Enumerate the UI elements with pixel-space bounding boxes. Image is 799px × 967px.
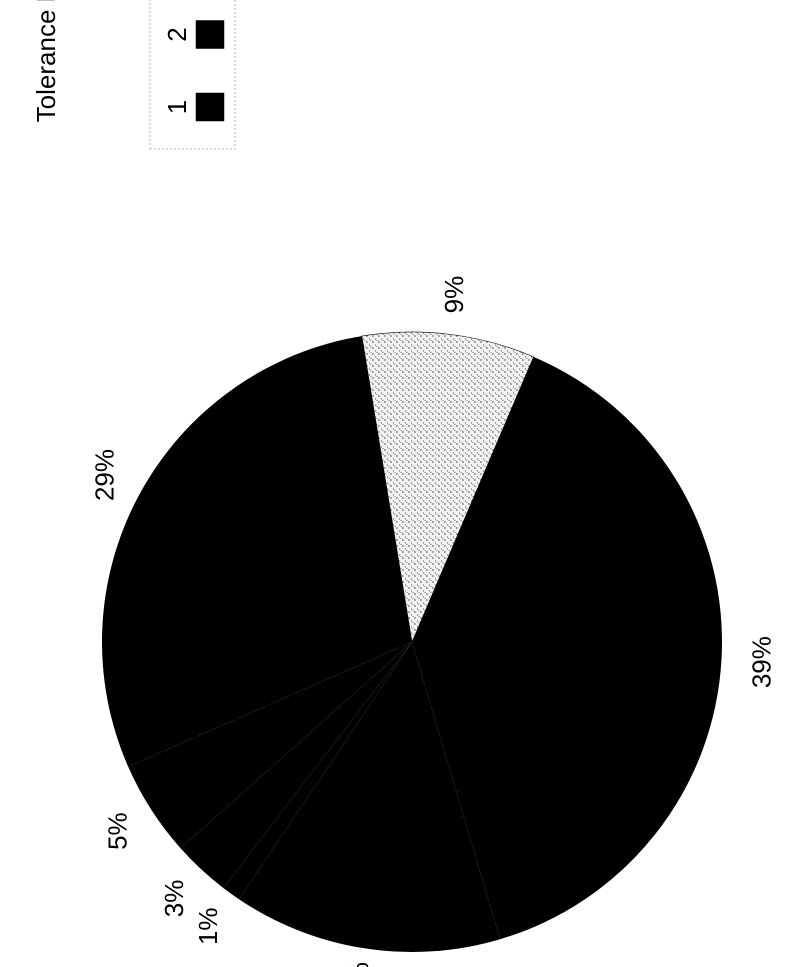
pie-labels: 1%3% 5% 29% 9% 39% 14%: [89, 276, 776, 967]
legend-entry-1: 1: [162, 100, 192, 114]
pie-slice-5: [361, 331, 534, 644]
pie-slice-7: [239, 642, 501, 952]
legend-title: Tolerance Rank: [31, 0, 61, 122]
pie-label-6: 39%: [746, 636, 776, 688]
pie-label-4: 29%: [89, 449, 119, 501]
pie-label-1: 1%: [193, 907, 223, 945]
pie-slice-4: [102, 336, 412, 767]
legend-swatch-1: [195, 92, 225, 122]
pie-label-5: 9%: [439, 276, 469, 314]
legend: 123456789: [149, 0, 236, 150]
pie-slice-6: [412, 356, 722, 940]
pie: [102, 331, 722, 952]
pie-slice-2: [180, 642, 412, 888]
legend-swatch-2: [195, 20, 225, 49]
pie-label-7: 14%: [344, 962, 374, 967]
pie-slice-3: [128, 642, 412, 849]
pie-label-3: 5%: [102, 812, 132, 850]
legend-entry-2: 2: [162, 27, 192, 41]
pie-label-2: 3%: [159, 880, 189, 918]
pie-slice-1: [223, 642, 412, 900]
